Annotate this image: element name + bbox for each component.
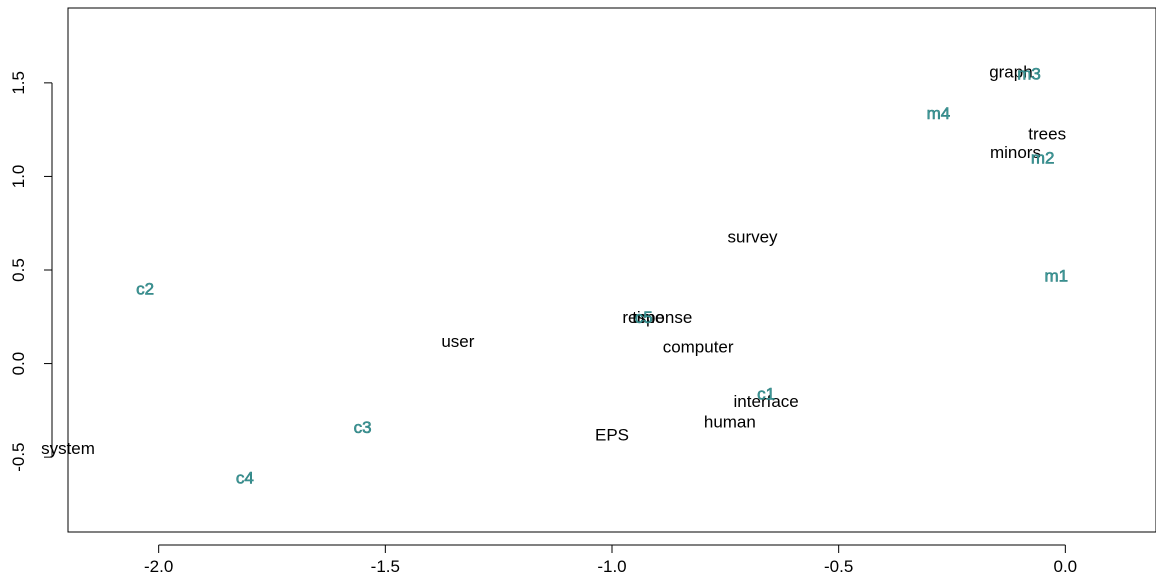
term-label: system xyxy=(41,439,95,458)
term-label: interface xyxy=(734,392,799,411)
document-label: c4 xyxy=(236,469,254,488)
document-label: m2 xyxy=(1031,149,1055,168)
x-tick-label: -2.0 xyxy=(144,557,173,576)
y-axis: -0.5 0.0 0.5 1.0 1.5 xyxy=(9,71,53,472)
term-label: graph xyxy=(989,63,1032,82)
document-label: m3 xyxy=(1017,65,1041,84)
x-tick-label: -0.5 xyxy=(824,557,853,576)
y-tick-label: 1.5 xyxy=(9,71,28,95)
y-tick-label: 0.5 xyxy=(9,258,28,282)
x-axis: -2.0 -1.5 -1.0 -0.5 0.0 xyxy=(144,544,1078,576)
y-tick-label: 0.0 xyxy=(9,352,28,376)
y-tick-label: 1.0 xyxy=(9,165,28,189)
document-label: c1 xyxy=(757,385,775,404)
term-label: survey xyxy=(727,227,778,246)
term-label: response xyxy=(622,308,692,327)
x-tick-label: -1.5 xyxy=(371,557,400,576)
document-label: c3 xyxy=(354,418,372,437)
document-label: m1 xyxy=(1044,267,1068,286)
plot-frame xyxy=(67,7,1156,533)
term-label: human xyxy=(704,413,756,432)
document-label: m4 xyxy=(927,104,951,123)
document-label: c5 xyxy=(635,308,653,327)
document-label: c2 xyxy=(136,280,154,299)
term-label: minors xyxy=(990,143,1041,162)
x-tick-label: 0.0 xyxy=(1054,557,1078,576)
term-label: time xyxy=(632,308,664,327)
term-label: user xyxy=(441,332,474,351)
term-label: EPS xyxy=(595,426,629,445)
term-label: computer xyxy=(663,338,734,357)
term-label: trees xyxy=(1028,124,1066,143)
y-tick-label: -0.5 xyxy=(9,442,28,471)
x-tick-label: -1.0 xyxy=(597,557,626,576)
